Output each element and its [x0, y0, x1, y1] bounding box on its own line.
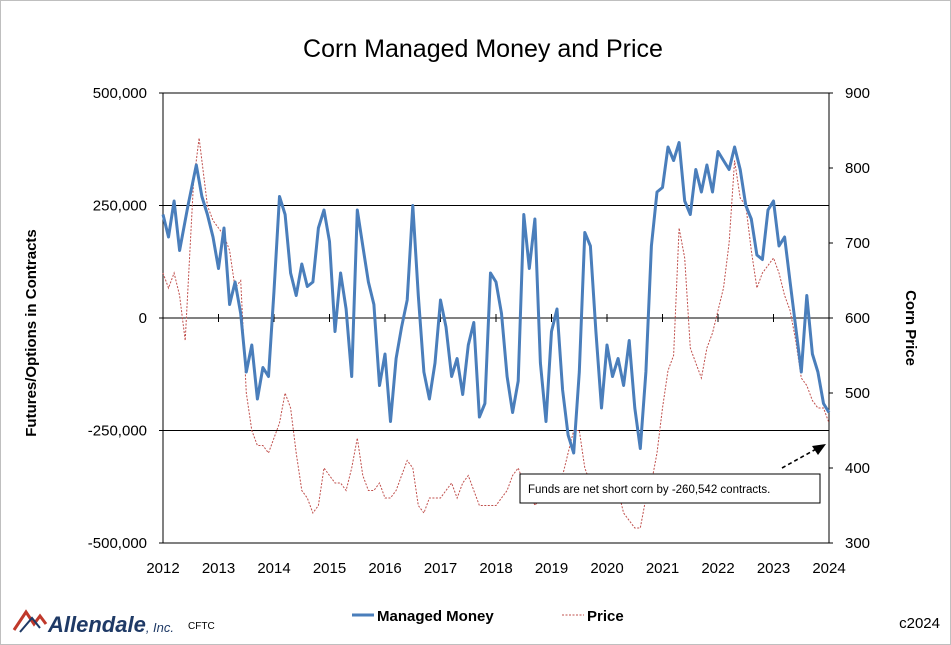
legend: Managed Money Price: [352, 608, 624, 625]
x-tick-label: 2012: [146, 560, 179, 577]
allendale-logo: Allendale, Inc.: [12, 609, 174, 637]
legend-price-label: Price: [587, 608, 624, 625]
x-tick-label: 2016: [368, 560, 401, 577]
price-series-line: [162, 137, 830, 529]
x-tick-label: 2022: [701, 560, 734, 577]
left-tick-label: 250,000: [93, 198, 147, 215]
annotation-text: Funds are net short corn by -260,542 con…: [528, 484, 770, 496]
managed-money-series-line: [161, 141, 831, 455]
x-tick-label: 2017: [424, 560, 457, 577]
legend-managed-money-label: Managed Money: [377, 608, 494, 625]
right-tick-label: 800: [845, 160, 870, 177]
left-tick-label: 0: [139, 310, 147, 327]
logo-mark-icon: [12, 609, 48, 631]
right-tick-label: 500: [845, 385, 870, 402]
x-tick-label: 2015: [313, 560, 346, 577]
annotation-arrow: [781, 444, 826, 469]
left-tick-label: -250,000: [88, 423, 147, 440]
right-tick-label: 400: [845, 460, 870, 477]
source-label: CFTC: [188, 621, 215, 632]
x-axis-ticks: 2012 2013 2014 2015 2016 2017 2018 2019 2020 2021…: [146, 314, 846, 577]
logo-name: Allendale: [47, 612, 146, 637]
right-tick-label: 300: [845, 535, 870, 552]
x-tick-label: 2021: [646, 560, 679, 577]
x-tick-label: 2024: [812, 560, 845, 577]
copyright-label: c2024: [899, 615, 940, 632]
right-tick-label: 700: [845, 235, 870, 252]
x-tick-label: 2019: [535, 560, 568, 577]
logo-mark-secondary-icon: [19, 616, 41, 633]
logo-suffix: , Inc.: [146, 620, 174, 635]
right-axis-ticks: 900 800 700 600 500 400 300: [829, 85, 870, 552]
x-tick-label: 2013: [202, 560, 235, 577]
left-tick-label: -500,000: [88, 535, 147, 552]
left-tick-label: 500,000: [93, 85, 147, 102]
x-tick-label: 2020: [590, 560, 623, 577]
svg-text:Allendale, Inc.: Allendale, Inc.: [47, 612, 174, 637]
right-axis-title: Corn Price: [902, 290, 919, 366]
left-axis-ticks: 500,000 250,000 0 -250,000 -500,000: [88, 85, 163, 552]
x-tick-label: 2014: [257, 560, 290, 577]
right-tick-label: 600: [845, 310, 870, 327]
x-tick-label: 2018: [479, 560, 512, 577]
left-axis-title: Futures/Options in Contracts: [23, 229, 40, 437]
annotation-box: [519, 473, 821, 504]
chart-title: Corn Managed Money and Price: [303, 35, 663, 63]
right-tick-label: 900: [845, 85, 870, 102]
x-tick-label: 2023: [757, 560, 790, 577]
